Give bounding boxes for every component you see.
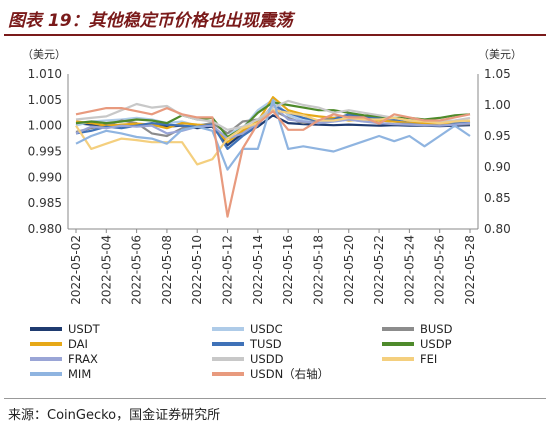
x-tick-label: 2022-05-26 — [433, 235, 447, 305]
legend-label: USDP — [420, 337, 452, 351]
y-left-tick-label: 0.980 — [28, 222, 62, 236]
x-tick-label: 2022-05-28 — [463, 235, 477, 305]
x-tick-label: 2022-05-02 — [69, 235, 83, 305]
legend-swatch — [382, 357, 414, 361]
line-chart: （美元） （美元） 0.980 0.985 0.990 0.995 1.000 1.005… — [22, 48, 522, 381]
chart-axes: 0.980 0.985 0.990 0.995 1.000 1.005 1.010 0.80 0… — [28, 67, 511, 305]
legend-swatch — [382, 342, 414, 346]
y-left-tick-label: 0.995 — [28, 145, 62, 159]
legend-label: FRAX — [68, 352, 98, 366]
legend-swatch — [212, 327, 244, 331]
legend-swatch — [30, 327, 62, 331]
y-left-tick-label: 1.005 — [28, 93, 62, 107]
x-tick-label: 2022-05-14 — [251, 235, 265, 305]
footer-rule — [4, 398, 546, 399]
y-right-tick-label: 1.00 — [484, 98, 511, 112]
y-left-tick-label: 0.990 — [28, 170, 62, 184]
x-tick-label: 2022-05-04 — [99, 235, 113, 305]
source-note: 来源：CoinGecko，国金证券研究所 — [8, 408, 221, 423]
legend-label: USDT — [68, 322, 101, 336]
title-rule — [4, 34, 546, 36]
y-right-tick-label: 1.05 — [484, 67, 511, 81]
legend-label: FEI — [420, 352, 437, 366]
y-right-tick-label: 0.95 — [484, 129, 511, 143]
series-line-mim — [75, 98, 471, 171]
legend-swatch — [382, 327, 414, 331]
legend-label: USDD — [250, 352, 284, 366]
legend-label: USDC — [250, 322, 283, 336]
y-left-tick-label: 1.010 — [28, 67, 62, 81]
y-right-tick-label: 0.85 — [484, 191, 511, 205]
legend-swatch — [212, 342, 244, 346]
y-right-tick-label: 0.80 — [484, 222, 511, 236]
left-axis-unit: （美元） — [22, 48, 66, 61]
x-tick-label: 2022-05-06 — [130, 235, 144, 305]
x-tick-label: 2022-05-10 — [190, 235, 204, 305]
y-right-tick-label: 0.90 — [484, 160, 511, 174]
x-tick-label: 2022-05-18 — [311, 235, 325, 305]
figure-title: 图表 19：其他稳定币价格也出现震荡 — [8, 11, 293, 31]
x-tick-label: 2022-05-12 — [221, 235, 235, 305]
x-tick-label: 2022-05-20 — [342, 235, 356, 305]
legend-label: BUSD — [420, 322, 453, 336]
legend-swatch — [30, 372, 62, 376]
x-tick-label: 2022-05-24 — [402, 235, 416, 305]
y-left-tick-label: 0.985 — [28, 196, 62, 210]
right-axis-unit: （美元） — [478, 48, 522, 61]
x-tick-label: 2022-05-08 — [160, 235, 174, 305]
x-tick-label: 2022-05-22 — [372, 235, 386, 305]
chart-series — [75, 96, 471, 218]
legend-swatch — [212, 357, 244, 361]
legend-label: DAI — [68, 337, 88, 351]
legend-label: MIM — [68, 367, 91, 381]
legend-label: TUSD — [249, 337, 282, 351]
legend-swatch — [30, 342, 62, 346]
legend-swatch — [30, 357, 62, 361]
legend-swatch — [212, 372, 244, 376]
x-tick-label: 2022-05-16 — [281, 235, 295, 305]
legend-label: USDN（右轴） — [250, 367, 329, 381]
series-line-usdn — [75, 106, 471, 218]
y-left-tick-label: 1.000 — [28, 119, 62, 133]
series-line-frax — [75, 103, 471, 140]
chart-legend: USDT USDC BUSD DAI TUSD USDP FRAX USDD FEI MIM USD… — [30, 322, 453, 381]
